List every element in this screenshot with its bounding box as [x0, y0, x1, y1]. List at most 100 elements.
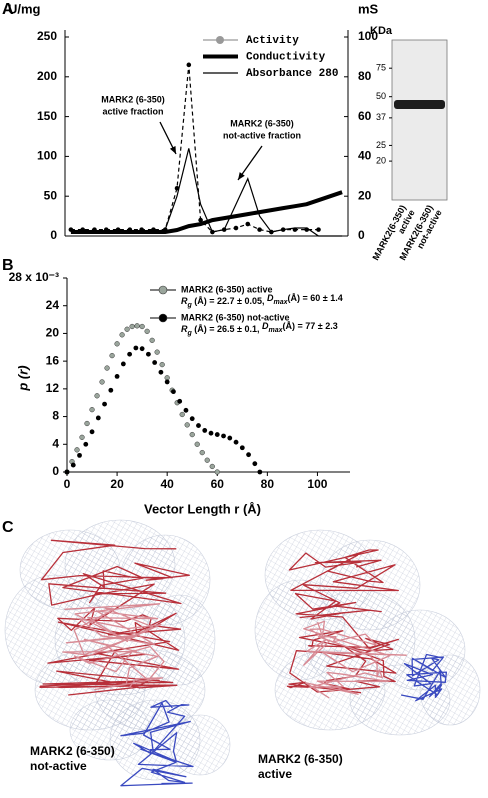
series-line	[70, 148, 343, 237]
series-line	[70, 190, 343, 234]
y-tick-label: 75	[376, 63, 386, 73]
data-point	[94, 393, 100, 399]
x-tick-label: 40	[160, 477, 174, 491]
arrow-head	[169, 146, 176, 154]
backbone-trace	[400, 653, 448, 702]
y2-tick-label: 60	[358, 109, 372, 123]
annotation: MARK2 (6-350)	[230, 118, 294, 128]
data-point	[316, 227, 321, 232]
stats-text: (Å) = 26.5 ± 0.1,	[192, 324, 262, 334]
data-point	[214, 469, 220, 475]
data-point	[159, 361, 165, 368]
panel-label: B	[2, 257, 14, 274]
surface-mesh	[169, 714, 231, 776]
x-tick-label: 0	[64, 477, 71, 491]
y-tick-label: 37	[376, 112, 386, 122]
legend-marker	[158, 285, 168, 295]
data-point	[89, 429, 95, 435]
series-line	[70, 64, 319, 233]
stats-text: (Å) = 77 ± 2.3	[283, 321, 338, 331]
y-axis-label: p (r)	[15, 365, 30, 391]
data-point	[199, 449, 205, 456]
y-tick-label: 0	[50, 228, 57, 242]
data-point	[158, 369, 164, 375]
data-point	[114, 341, 120, 347]
gel	[391, 39, 448, 201]
data-point	[177, 398, 183, 404]
data-point	[164, 375, 170, 381]
data-point	[257, 227, 262, 232]
data-point	[120, 361, 126, 367]
stats-text: R	[181, 296, 188, 306]
subscript: max	[269, 327, 284, 334]
data-point	[129, 323, 135, 330]
data-point	[64, 469, 70, 475]
data-point	[134, 323, 140, 329]
data-point	[114, 373, 120, 379]
data-point	[189, 416, 195, 422]
data-point	[124, 326, 130, 332]
y-tick-label: 50	[44, 188, 58, 202]
y2-tick-label: 100	[358, 29, 378, 43]
data-point	[133, 345, 139, 351]
legend-label: MARK2 (6-350) active	[181, 284, 273, 294]
data-point	[127, 351, 133, 357]
data-point	[144, 328, 150, 335]
backbone-trace	[120, 699, 194, 787]
structure-label: active	[258, 767, 292, 781]
data-point	[152, 360, 158, 365]
data-point	[108, 387, 114, 393]
legend-marker	[158, 313, 168, 323]
data-point	[204, 457, 210, 463]
data-point	[139, 346, 145, 352]
data-point	[164, 379, 170, 385]
y-tick-label: 12	[46, 381, 60, 395]
data-point	[246, 452, 251, 458]
structure-label: not-active	[30, 759, 87, 773]
legend-stats: Rg (Å) = 26.5 ± 0.1, Dmax(Å) = 77 ± 2.3	[181, 321, 338, 336]
legend-label: Absorbance 280	[246, 68, 338, 80]
panel-label: C	[2, 519, 14, 536]
data-point	[194, 441, 200, 447]
y2-axis-label: mS	[358, 1, 379, 16]
x-tick-label: 20	[110, 477, 124, 491]
data-point	[74, 447, 80, 453]
y-tick-label: 150	[37, 109, 57, 123]
stats-text: (Å) = 22.7 ± 0.05,	[192, 296, 267, 306]
data-point	[70, 462, 76, 468]
data-point	[139, 323, 145, 330]
annotation: not-active fraction	[223, 130, 301, 140]
data-point	[109, 352, 115, 359]
data-point	[183, 407, 189, 413]
stats-text: D	[262, 321, 269, 331]
y2-tick-label: 0	[358, 228, 365, 242]
data-point	[145, 351, 151, 357]
data-point	[189, 431, 195, 438]
structure-label: MARK2 (6-350)	[258, 752, 343, 766]
y-tick-label: 24	[46, 298, 60, 312]
stats-text: R	[181, 324, 188, 334]
data-point	[221, 433, 226, 439]
structure-label: MARK2 (6-350)	[30, 744, 115, 758]
backbone-trace	[303, 620, 407, 699]
x-tick-label: 100	[307, 477, 327, 491]
data-point	[233, 439, 239, 445]
legend-label: MARK2 (6-350) not-active	[181, 312, 290, 322]
backbone-trace	[62, 603, 165, 691]
data-point	[196, 423, 201, 428]
data-point	[208, 430, 214, 436]
data-point	[233, 225, 239, 231]
y-tick-label: 0	[52, 464, 59, 478]
data-point	[89, 406, 95, 413]
data-point	[83, 441, 89, 447]
data-point	[84, 420, 90, 427]
y2-tick-label: 20	[358, 188, 372, 202]
y-tick-label: 20	[376, 155, 386, 165]
y-tick-label: 50	[376, 91, 386, 101]
y-tick-label: 20	[46, 326, 60, 340]
y-tick-label: 16	[46, 353, 60, 367]
legend-label: Conductivity	[246, 51, 326, 63]
legend-stats: Rg (Å) = 22.7 ± 0.05, Dmax(Å) = 60 ± 1.4	[181, 293, 343, 308]
data-point	[252, 461, 258, 467]
